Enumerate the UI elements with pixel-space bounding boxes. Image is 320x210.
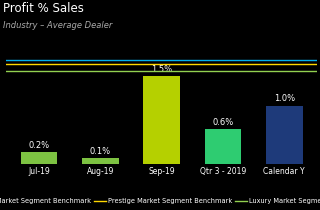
Bar (143, 76, 180, 164)
Bar (266, 106, 303, 164)
Text: 0.6%: 0.6% (212, 118, 234, 127)
Legend: Volume Market Segment Benchmark, Prestige Market Segment Benchmark, Luxury Marke: Volume Market Segment Benchmark, Prestig… (0, 195, 320, 207)
Text: 1.0%: 1.0% (274, 94, 295, 103)
Text: 1.5%: 1.5% (151, 65, 172, 74)
Bar (204, 129, 241, 164)
Bar (20, 152, 57, 164)
Text: 0.1%: 0.1% (90, 147, 111, 156)
Text: Profit % Sales: Profit % Sales (3, 2, 84, 15)
Text: Industry – Average Dealer: Industry – Average Dealer (3, 21, 113, 30)
Text: 0.2%: 0.2% (28, 141, 50, 150)
Bar (82, 158, 119, 164)
